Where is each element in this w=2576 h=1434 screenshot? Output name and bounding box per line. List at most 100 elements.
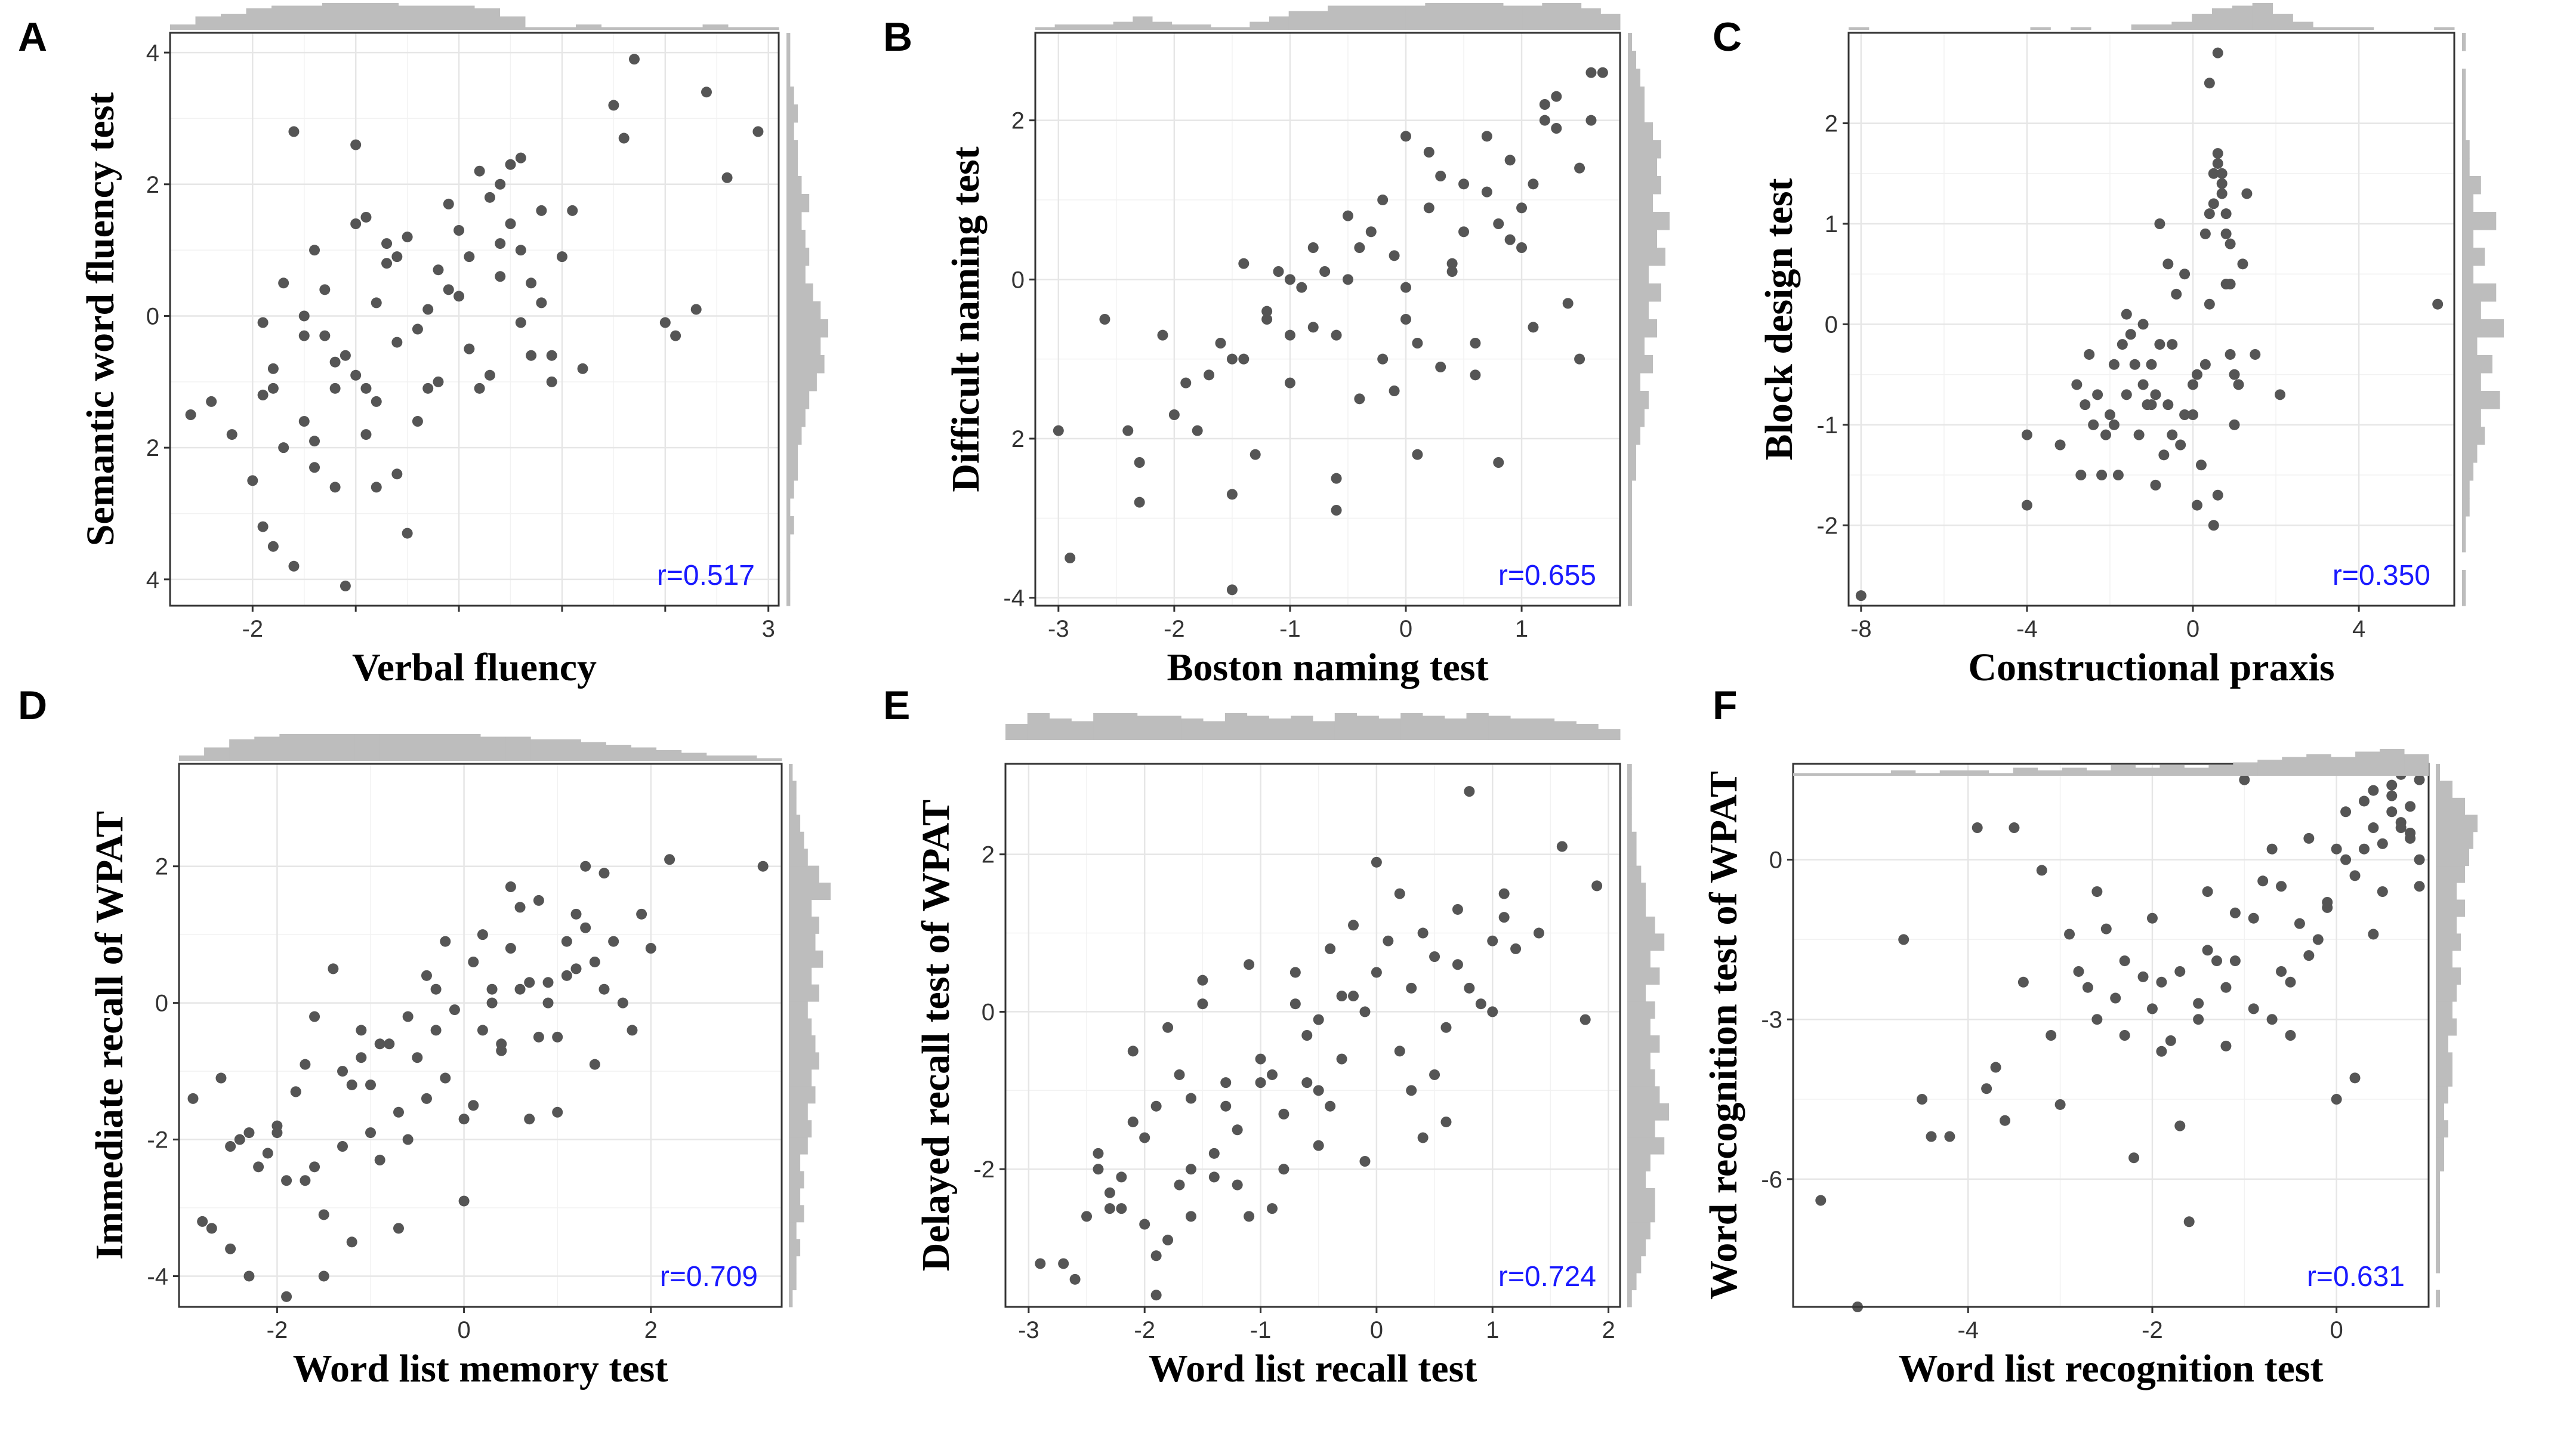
top-histogram-bar-f (1915, 773, 1941, 776)
right-histogram-bar-c (2462, 301, 2481, 320)
right-histogram-bar-b (1628, 230, 1657, 248)
top-histogram-bar-f (1866, 773, 1892, 776)
data-point-f (2322, 896, 2333, 908)
top-histogram-bar-b (1503, 5, 1523, 30)
data-point-d (570, 908, 582, 920)
right-histogram-bar-d (789, 797, 797, 815)
top-histogram-bar-d (254, 736, 280, 761)
right-histogram-bar-f (2436, 1001, 2452, 1019)
top-histogram-bar-d (179, 755, 205, 761)
data-point-f (2303, 950, 2315, 961)
panel-b: -3 -2 -1 0 1 -4 2 0 2 r=0.655 Boston naming test Di… (883, 3, 1670, 689)
data-point-b (1493, 457, 1504, 468)
right-histogram-bar-d (789, 865, 819, 883)
data-point-a (454, 291, 465, 302)
x-tick-label-d: 0 (457, 1317, 470, 1343)
top-histogram-bar-d (329, 734, 356, 761)
data-point-c (2080, 399, 2091, 411)
right-histogram-bar-e (1627, 1018, 1651, 1036)
y-tick-label-b: 2 (1011, 108, 1025, 134)
data-point-f (2220, 1040, 2232, 1051)
data-point-d (486, 997, 498, 1009)
data-point-a (329, 383, 341, 394)
data-point-d (300, 1175, 311, 1186)
data-point-b (1261, 314, 1273, 325)
right-histogram-bar-c (2462, 87, 2466, 105)
data-point-e (1104, 1203, 1115, 1214)
data-point-e (1081, 1211, 1093, 1222)
right-histogram-bar-f (2436, 1171, 2440, 1189)
top-histogram-bar-b (1386, 5, 1406, 30)
data-point-d (318, 1270, 329, 1282)
data-point-e (1406, 1085, 1417, 1096)
right-histogram-bar-a (786, 51, 791, 69)
data-point-a (546, 350, 557, 361)
data-point-c (2150, 389, 2161, 400)
data-point-a (298, 310, 310, 322)
data-point-d (514, 902, 526, 913)
data-point-c (2275, 389, 2286, 400)
right-histogram-bar-c (2462, 248, 2485, 266)
data-point-a (298, 416, 310, 427)
y-tick-label-a: 4 (146, 567, 159, 593)
top-histogram-bar-f (2355, 751, 2380, 776)
data-point-d (281, 1175, 292, 1186)
data-point-d (552, 1031, 563, 1043)
data-point-d (206, 1223, 217, 1234)
top-histogram-bar-b (1054, 24, 1075, 30)
top-histogram-bar-f (2208, 765, 2233, 776)
data-point-b (1099, 314, 1110, 325)
right-histogram-bar-f (2436, 1018, 2457, 1036)
right-histogram-bar-c (2462, 445, 2478, 463)
data-point-c (2171, 288, 2182, 300)
data-point-e (1452, 959, 1463, 970)
data-point-c (2071, 379, 2083, 390)
right-histogram-bar-e (1627, 1154, 1651, 1171)
data-point-e (1406, 982, 1417, 994)
top-histogram-bar-f (2135, 767, 2160, 776)
top-histogram-bar-d (405, 734, 431, 761)
data-point-e (1417, 1132, 1429, 1143)
data-point-a (371, 396, 382, 407)
top-histogram-bar-a (170, 24, 196, 30)
top-histogram-bar-a (424, 5, 449, 30)
right-histogram-bar-e (1627, 764, 1632, 781)
data-point-b (1585, 67, 1597, 78)
x-axis-label-b: Boston naming test (1167, 646, 1488, 689)
top-histogram-bar-d (631, 747, 657, 761)
right-histogram-bar-a (786, 373, 817, 391)
data-point-c (2092, 389, 2103, 400)
right-histogram-bar-a (786, 248, 810, 266)
data-point-d (197, 1216, 208, 1227)
data-point-e (1325, 943, 1336, 954)
data-point-a (391, 468, 403, 480)
top-histogram-bar-e (1598, 729, 1621, 740)
top-histogram-bar-d (354, 734, 381, 761)
data-point-a (515, 245, 526, 256)
data-point-b (1342, 210, 1353, 221)
y-tick-label-c: 2 (1825, 111, 1838, 137)
top-histogram-bar-a (373, 3, 399, 30)
data-point-a (433, 376, 444, 387)
right-histogram-bar-e (1627, 1273, 1637, 1291)
data-point-a (484, 192, 495, 203)
top-histogram-bar-f (1964, 770, 1989, 776)
data-point-d (458, 1195, 470, 1207)
top-histogram-bar-a (449, 5, 475, 30)
top-histogram-bar-e (1334, 713, 1358, 740)
top-histogram-bar-a (652, 27, 678, 30)
data-point-c (2229, 369, 2240, 380)
data-point-f (2000, 1115, 2010, 1126)
data-point-d (468, 956, 479, 967)
data-point-d (318, 1209, 329, 1220)
data-point-e (1440, 1022, 1452, 1033)
right-histogram-bar-c (2462, 534, 2466, 553)
data-point-a (495, 178, 506, 190)
data-point-d (505, 943, 516, 954)
data-point-b (1562, 298, 1574, 309)
top-histogram-bar-a (347, 3, 374, 30)
top-histogram-bar-e (1159, 716, 1181, 740)
data-point-b (1226, 584, 1238, 596)
data-point-a (495, 271, 506, 282)
data-point-e (1510, 943, 1522, 954)
